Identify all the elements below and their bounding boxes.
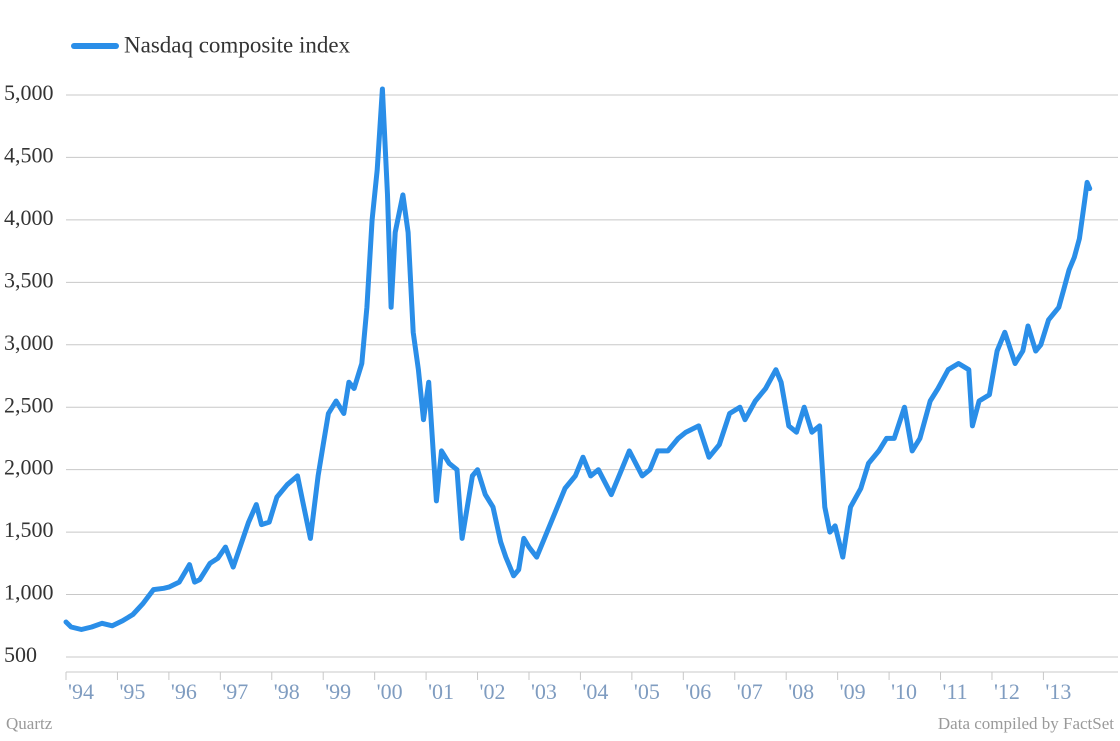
x-tick-label: '06 xyxy=(685,679,711,704)
x-tick-label: '12 xyxy=(994,679,1020,704)
x-tick-label: '01 xyxy=(428,679,454,704)
x-tick-label: '07 xyxy=(737,679,763,704)
source-right: Data compiled by FactSet xyxy=(938,714,1114,733)
data-line xyxy=(63,86,1093,632)
x-tick-label: '95 xyxy=(119,679,145,704)
x-tick-label: '02 xyxy=(480,679,506,704)
y-tick-label: 4,500 xyxy=(4,142,54,167)
x-tick-label: '05 xyxy=(634,679,660,704)
y-tick-label: 3,500 xyxy=(4,267,54,292)
x-tick-label: '00 xyxy=(377,679,403,704)
y-tick-label: 2,500 xyxy=(4,392,54,417)
y-tick-label: 1,000 xyxy=(4,580,54,605)
y-tick-label: 1,500 xyxy=(4,517,54,542)
x-tick-label: '11 xyxy=(943,679,968,704)
legend-label: Nasdaq composite index xyxy=(124,32,351,57)
y-tick-label: 2,000 xyxy=(4,455,54,480)
x-tick-label: '04 xyxy=(582,679,608,704)
x-tick-label: '94 xyxy=(68,679,94,704)
x-tick-label: '99 xyxy=(325,679,351,704)
x-tick-label: '98 xyxy=(274,679,300,704)
x-tick-label: '10 xyxy=(891,679,917,704)
x-tick-label: '96 xyxy=(171,679,197,704)
y-tick-label: 500 xyxy=(4,642,37,667)
source-left: Quartz xyxy=(6,714,53,733)
x-tick-label: '13 xyxy=(1045,679,1071,704)
x-tick-label: '03 xyxy=(531,679,557,704)
x-tick-label: '09 xyxy=(840,679,866,704)
x-tick-label: '97 xyxy=(222,679,248,704)
x-tick-label: '08 xyxy=(788,679,814,704)
y-tick-label: 4,000 xyxy=(4,205,54,230)
y-tick-label: 3,000 xyxy=(4,330,54,355)
y-tick-label: 5,000 xyxy=(4,80,54,105)
